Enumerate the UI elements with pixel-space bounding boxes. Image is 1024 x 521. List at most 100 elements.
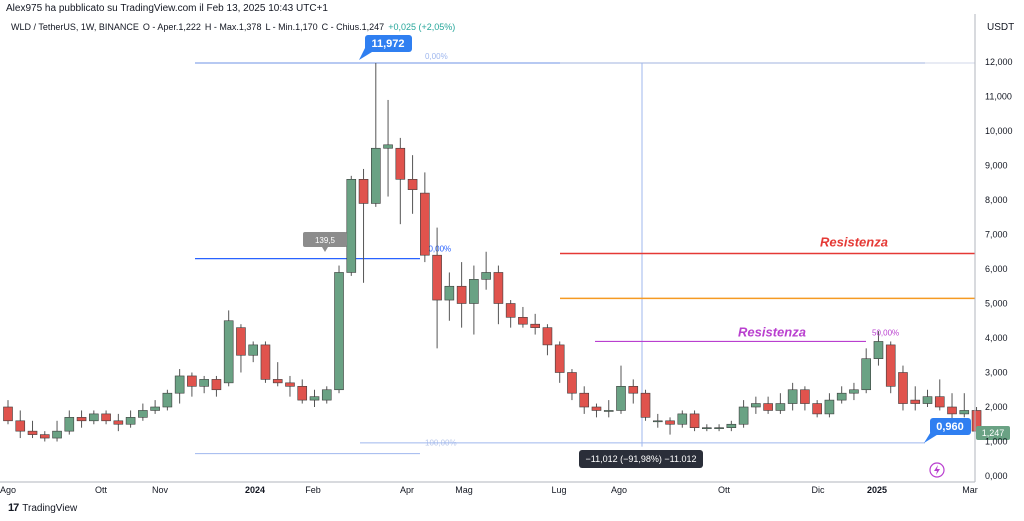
candle-body bbox=[150, 406, 160, 411]
candle-body bbox=[89, 413, 99, 422]
change-value: +0,025 (+2,05%) bbox=[388, 22, 456, 32]
candle-body bbox=[652, 420, 663, 423]
bolt-icon bbox=[929, 462, 945, 478]
y-tick-label: 2,000 bbox=[985, 402, 1008, 412]
symbol-name[interactable]: WLD / TetherUS, 1W, BINANCE bbox=[11, 22, 139, 32]
y-tick-label: 8,000 bbox=[985, 195, 1008, 205]
candle-body bbox=[248, 344, 258, 356]
candle-body bbox=[603, 410, 614, 412]
candle-body bbox=[199, 379, 209, 387]
candle-body bbox=[554, 344, 565, 373]
y-tick-label: 12,000 bbox=[985, 57, 1013, 67]
annotations: 11,972 0,960 1,247 −11,012 (−91,98%) −11.01… bbox=[303, 35, 1010, 478]
low-value: L - Min.1,170 bbox=[265, 22, 318, 32]
high-value: H - Max.1,378 bbox=[204, 22, 262, 32]
left-gray-text: 139,5 bbox=[315, 236, 336, 245]
x-tick-label: Nov bbox=[152, 485, 169, 495]
candle-body bbox=[579, 392, 590, 408]
x-tick-label: Ago bbox=[611, 485, 627, 495]
tradingview-logo[interactable]: 17 TradingView bbox=[8, 502, 77, 514]
candle-body bbox=[334, 272, 344, 391]
candle-body bbox=[861, 358, 872, 391]
x-tick-label: Apr bbox=[400, 485, 414, 495]
candle-body bbox=[162, 392, 173, 408]
candle-body bbox=[27, 430, 38, 435]
tv-mark-icon: 17 bbox=[8, 502, 19, 514]
candle-body bbox=[922, 396, 933, 404]
candle-body bbox=[309, 396, 320, 401]
resistance-label-purple: Resistenza bbox=[738, 324, 806, 339]
y-tick-label: 1,000 bbox=[985, 437, 1008, 447]
y-tick-label: 3,000 bbox=[985, 368, 1008, 378]
candle-body bbox=[726, 423, 737, 428]
candle-body bbox=[101, 413, 111, 422]
x-tick-label: Ott bbox=[95, 485, 108, 495]
candle-body bbox=[272, 379, 283, 384]
candle-body bbox=[751, 403, 761, 408]
candle-body bbox=[616, 385, 626, 411]
last-price-box bbox=[976, 426, 1010, 440]
candle-body bbox=[910, 399, 921, 404]
candle-body bbox=[714, 427, 724, 430]
candle-body bbox=[444, 285, 455, 301]
candle-body bbox=[542, 327, 553, 346]
y-tick-label: 5,000 bbox=[985, 299, 1008, 309]
low-callout-pointer bbox=[924, 430, 940, 443]
low-callout-box bbox=[930, 418, 971, 435]
candle-body bbox=[885, 344, 896, 387]
x-tick-label: Lug bbox=[551, 485, 566, 495]
y-tick-label: 9,000 bbox=[985, 161, 1008, 171]
currency-label: USDT bbox=[987, 22, 1015, 33]
candle-body bbox=[530, 323, 540, 328]
candle-body bbox=[52, 430, 62, 439]
candle-body bbox=[223, 320, 234, 384]
horizontal-lines: Resistenza Resistenza 50,00% bbox=[560, 234, 975, 343]
low-callout-text: 0,960 bbox=[936, 421, 964, 433]
y-tick-label: 4,000 bbox=[985, 333, 1008, 343]
candle-body bbox=[407, 179, 418, 190]
candle-body bbox=[493, 272, 504, 304]
left-gray-pointer bbox=[322, 247, 328, 252]
candles bbox=[3, 62, 994, 442]
candle-body bbox=[873, 341, 884, 360]
measure-text: −11,012 (−91,98%) −11.012 bbox=[585, 454, 696, 464]
fib-top-pct: 0,00% bbox=[425, 52, 448, 61]
candle-body bbox=[481, 272, 491, 280]
high-callout-text: 11,972 bbox=[371, 38, 404, 50]
candle-body bbox=[285, 382, 295, 387]
candle-body bbox=[505, 303, 516, 318]
y-tick-label: 6,000 bbox=[985, 264, 1008, 274]
y-tick-label: 7,000 bbox=[985, 230, 1008, 240]
candle-body bbox=[800, 389, 810, 404]
candle-body bbox=[836, 392, 847, 401]
candle-body bbox=[125, 417, 136, 425]
candle-body bbox=[395, 147, 406, 180]
candle-body bbox=[420, 192, 430, 256]
candle-body bbox=[898, 372, 908, 404]
candle-body bbox=[934, 396, 945, 408]
candle-body bbox=[138, 410, 148, 418]
left-gray-box bbox=[303, 232, 347, 247]
candle-body bbox=[15, 420, 26, 432]
candle-body bbox=[763, 403, 773, 411]
x-axis: Ago Ott Nov 2024 Feb Apr Mag Lug Ago Ott Dic 2025 Ma… bbox=[0, 481, 978, 495]
y-tick-label: 0,000 bbox=[985, 471, 1008, 481]
candle-body bbox=[738, 406, 749, 425]
candle-body bbox=[260, 344, 271, 380]
candle-body bbox=[947, 406, 957, 415]
candle-body bbox=[702, 427, 712, 430]
candle-body bbox=[76, 417, 87, 422]
y-axis: 0,000 1,000 2,000 3,000 4,000 5,000 6,000 7,000… bbox=[974, 14, 1013, 482]
y-tick-label: 10,000 bbox=[985, 126, 1013, 136]
candle-body bbox=[959, 410, 970, 415]
x-tick-label: Mar bbox=[962, 485, 978, 495]
candle-body bbox=[187, 375, 197, 387]
candle-body bbox=[775, 403, 786, 411]
last-price-text: 1,247 bbox=[982, 428, 1005, 438]
candle-body bbox=[236, 327, 246, 356]
x-tick-label: 2025 bbox=[867, 485, 887, 495]
x-tick-label: Feb bbox=[305, 485, 321, 495]
candle-body bbox=[567, 372, 577, 394]
candle-body bbox=[640, 392, 651, 418]
